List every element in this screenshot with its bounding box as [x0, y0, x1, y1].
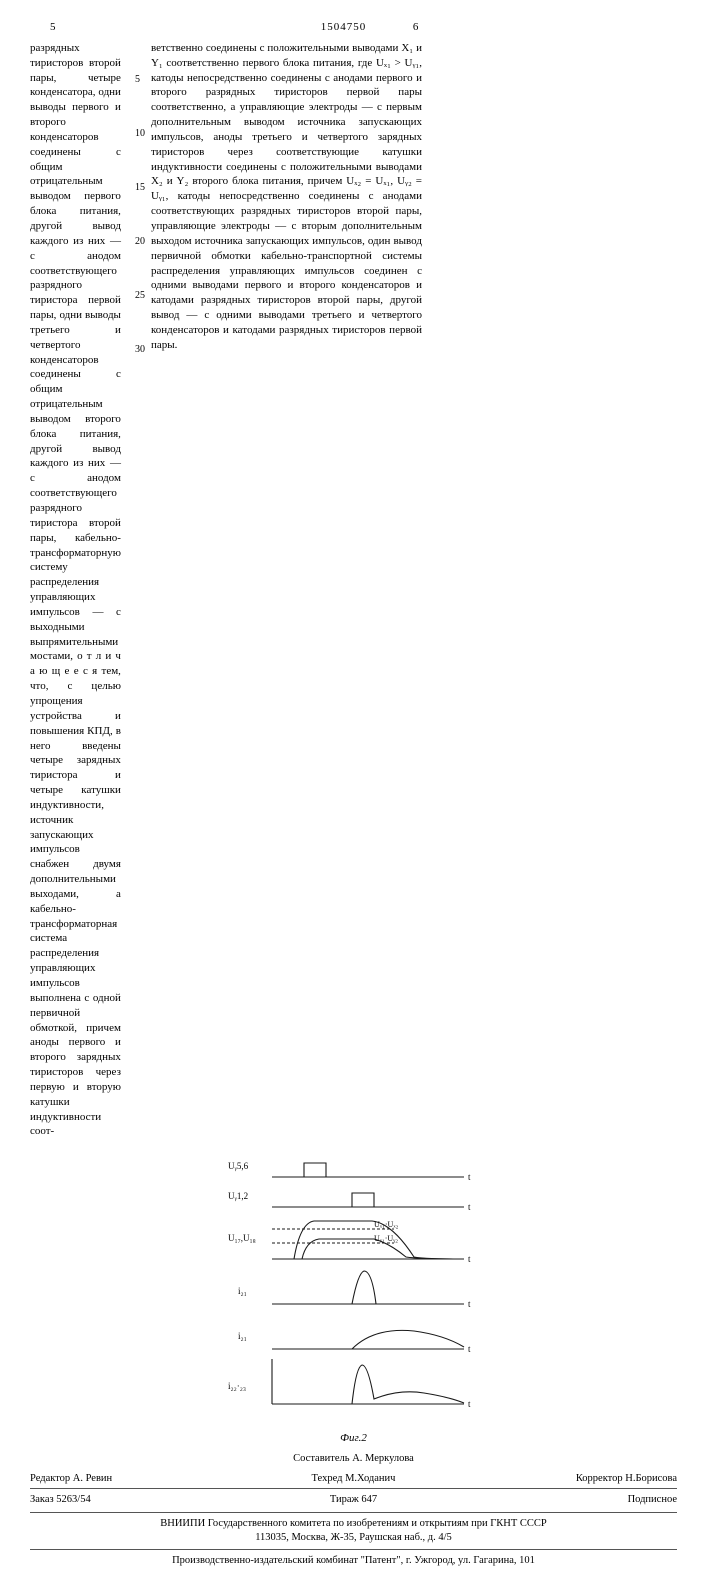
y-label-2: Uᵧ1,2 — [228, 1191, 248, 1202]
techred: Техред М.Ходанич — [247, 1472, 461, 1486]
editor: Редактор А. Ревин — [30, 1472, 244, 1486]
y-label-1: Uᵧ5,6 — [228, 1161, 249, 1172]
timing-diagram-svg: Uᵧ5,6 t Uᵧ1,2 t U₁₇,U₁₈ Uₓ₁·Uₓ₂ Uᵧ₁·Uᵧ₂ … — [224, 1149, 484, 1429]
y-label-6: i₂₂·₂₃ — [228, 1381, 246, 1391]
text-columns: разрядных тиристоров второй пары, четыре… — [30, 41, 677, 1139]
publisher: Производственно-издательский комбинат "П… — [30, 1554, 677, 1568]
line-markers: 5 10 15 20 25 30 — [135, 41, 151, 1139]
marker-10: 10 — [135, 127, 145, 141]
credits-block: Составитель А. Меркулова Редактор А. Рев… — [30, 1452, 677, 1568]
subscr: Подписное — [464, 1493, 678, 1507]
figure-caption: Фиг.2 — [30, 1431, 677, 1446]
compiler: Составитель А. Меркулова — [30, 1452, 677, 1466]
corrector: Корректор Н.Борисова — [464, 1472, 678, 1486]
y-label-3: U₁₇,U₁₈ — [228, 1233, 256, 1243]
marker-25: 25 — [135, 289, 145, 303]
marker-5: 5 — [135, 73, 140, 87]
svg-text:t: t — [468, 1202, 471, 1212]
right-column: ветственно соединены с положительными вы… — [151, 41, 422, 1139]
left-column: разрядных тиристоров второй пары, четыре… — [30, 41, 121, 1139]
right-page-number: 6 — [373, 20, 677, 35]
marker-20: 20 — [135, 235, 145, 249]
svg-text:t: t — [468, 1299, 471, 1309]
svg-text:t: t — [468, 1254, 471, 1264]
vniipi-line2: 113035, Москва, Ж-35, Раушская наб., д. … — [30, 1531, 677, 1545]
y-label-4: i₂₁ — [238, 1286, 247, 1296]
left-page-number: 5 — [30, 20, 314, 35]
svg-text:t: t — [468, 1344, 471, 1354]
order: Заказ 5263/54 — [30, 1493, 244, 1507]
figure-2: Uᵧ5,6 t Uᵧ1,2 t U₁₇,U₁₈ Uₓ₁·Uₓ₂ Uᵧ₁·Uᵧ₂ … — [30, 1149, 677, 1446]
vniipi-line1: ВНИИПИ Государственного комитета по изоб… — [30, 1517, 677, 1531]
y-label-5: i₂₁ — [238, 1331, 247, 1341]
svg-text:t: t — [468, 1399, 471, 1409]
tirazh: Тираж 647 — [247, 1493, 461, 1507]
doc-number: 1504750 — [314, 20, 373, 35]
inner-label-2: Uᵧ₁·Uᵧ₂ — [374, 1234, 398, 1243]
page-header: 5 1504750 6 — [30, 20, 677, 35]
inner-label-1: Uₓ₁·Uₓ₂ — [374, 1220, 399, 1229]
marker-30: 30 — [135, 343, 145, 357]
marker-15: 15 — [135, 181, 145, 195]
svg-text:t: t — [468, 1172, 471, 1182]
